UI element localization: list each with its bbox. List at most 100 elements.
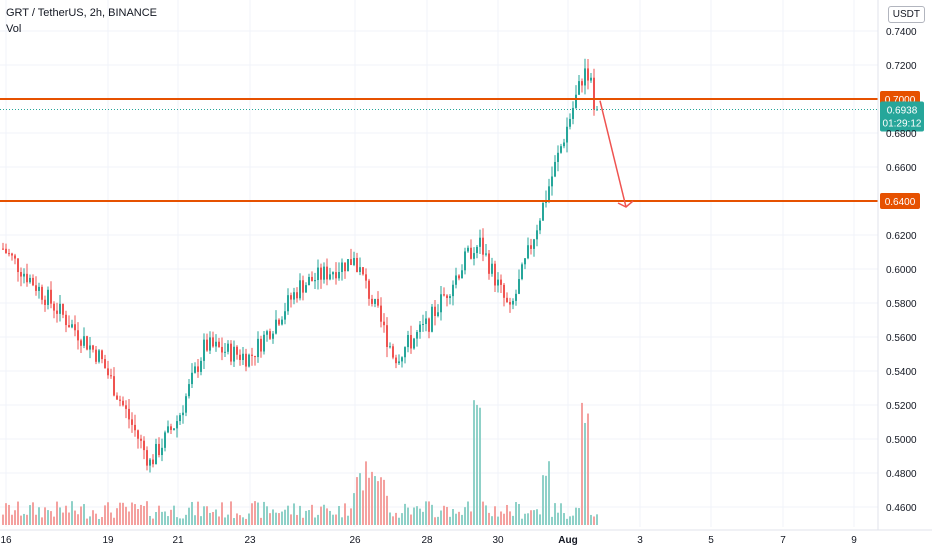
volume-bar <box>287 505 289 525</box>
volume-bar <box>533 510 535 525</box>
volume-bar <box>407 507 409 525</box>
candle-body <box>500 279 502 285</box>
volume-bar <box>5 503 7 525</box>
candle-body <box>359 267 361 273</box>
candle-body <box>362 267 364 275</box>
volume-bar <box>344 503 346 525</box>
candle-body <box>473 253 475 259</box>
candle-body <box>113 376 115 396</box>
volume-bar <box>317 514 319 525</box>
volume-bar <box>233 518 235 525</box>
candle-body <box>590 77 592 81</box>
time-axis[interactable]: 16 19 21 23 26 28 30 Aug 3 5 7 9 <box>0 529 932 546</box>
volume-bar <box>59 507 61 525</box>
volume-bar <box>62 512 64 525</box>
price-tick-label: 0.5800 <box>886 299 917 310</box>
volume-bar <box>359 473 361 525</box>
candle-body <box>260 338 262 352</box>
volume-bar <box>134 504 136 525</box>
candle-body <box>254 355 256 358</box>
candle-body <box>557 152 559 162</box>
candle-body <box>242 353 244 361</box>
candle-body <box>317 267 319 281</box>
volume-bar <box>245 518 247 525</box>
price-tick-label: 0.5200 <box>886 401 917 412</box>
candle-body <box>404 347 406 358</box>
volume-bar <box>83 504 85 525</box>
volume-bar <box>530 510 532 525</box>
candle-body <box>128 408 130 420</box>
volume-bar <box>446 506 448 525</box>
volume-bar <box>596 514 598 525</box>
volume-bar <box>140 504 142 525</box>
candle-body <box>287 295 289 312</box>
volume-bar <box>524 513 526 525</box>
volume-bar <box>353 493 355 525</box>
time-tick-label: 16 <box>0 535 12 546</box>
volume-bar <box>23 513 25 525</box>
volume-bar <box>578 508 580 525</box>
volume-bar <box>560 503 562 525</box>
volume-bar <box>593 516 595 525</box>
candle-body <box>194 366 196 373</box>
volume-bar <box>440 510 442 525</box>
volume-bar <box>362 490 364 525</box>
volume-bar <box>329 510 331 525</box>
currency-selector[interactable]: USDT <box>887 6 925 23</box>
volume-bar <box>158 505 160 525</box>
volume-bar <box>167 516 169 525</box>
candle-body <box>65 314 67 326</box>
price-axis[interactable]: 0.7400 0.7200 0.6800 0.6600 0.6200 0.6000 0.58… <box>877 0 917 530</box>
candle-body <box>467 247 469 252</box>
last-price-badge <box>880 101 924 132</box>
volume-bar <box>335 514 337 525</box>
candle-body <box>272 333 274 339</box>
candle-body <box>83 336 85 346</box>
candle-body <box>329 274 331 280</box>
level-price-text: 0.6400 <box>885 197 916 208</box>
volume-bar <box>221 502 223 525</box>
volume-bar <box>422 511 424 525</box>
candle-body <box>365 274 367 281</box>
time-tick-label: 7 <box>780 535 786 546</box>
level-price-badge <box>880 193 920 209</box>
candle-body <box>335 272 337 279</box>
volume-bar <box>380 477 382 525</box>
volume-bar <box>476 404 478 525</box>
candle-body <box>299 280 301 299</box>
volume-bar <box>338 505 340 525</box>
candle-body <box>188 384 190 397</box>
arrow-shaft <box>599 100 627 208</box>
candle-body <box>416 332 418 339</box>
candle-body <box>383 321 385 326</box>
candle-body <box>116 395 118 400</box>
candle-body <box>371 298 373 304</box>
volume-bar <box>428 501 430 525</box>
candle-body <box>482 237 484 255</box>
volume-bar <box>584 422 586 525</box>
candle-body <box>80 340 82 346</box>
volume-bar <box>80 506 82 525</box>
last-price-text: 0.6938 <box>887 106 918 117</box>
volume-bar <box>68 512 70 525</box>
time-tick-label: 9 <box>851 535 857 546</box>
candle-body <box>278 319 280 325</box>
volume-bar <box>500 511 502 525</box>
candle-body <box>323 266 325 280</box>
time-tick-label: 3 <box>637 535 643 546</box>
candle-body <box>503 284 505 298</box>
candle-body <box>530 245 532 249</box>
volume-bar <box>89 516 91 525</box>
candle-body <box>434 306 436 317</box>
candle-body <box>395 357 397 364</box>
volume-bar <box>92 510 94 525</box>
volume-bar <box>173 505 175 525</box>
time-tick-label: 26 <box>349 535 361 546</box>
volume-bar <box>155 511 157 525</box>
candle-body <box>476 246 478 254</box>
volume-bar <box>437 516 439 525</box>
candle-body <box>296 292 298 299</box>
volume-bar <box>56 501 58 525</box>
